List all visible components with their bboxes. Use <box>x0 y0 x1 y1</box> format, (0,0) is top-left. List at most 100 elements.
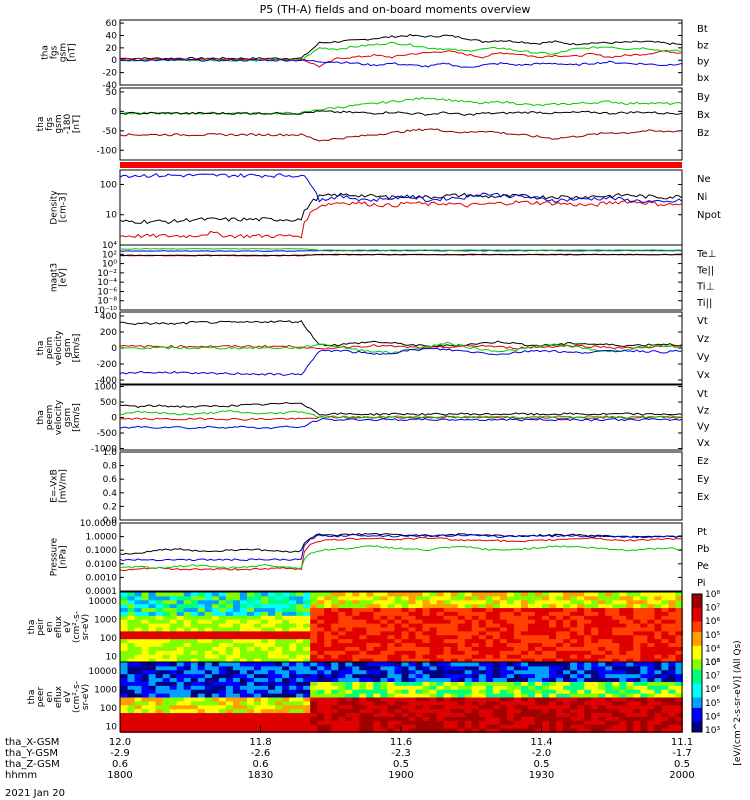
spectrogram-cell <box>282 596 290 601</box>
spectrogram-cell <box>303 635 311 640</box>
spectrogram-cell <box>675 654 683 660</box>
spectrogram-cell <box>661 674 669 679</box>
spectrogram-cell <box>408 604 416 609</box>
spectrogram-cell <box>436 658 445 663</box>
spectrogram-cell <box>120 643 128 648</box>
spectrogram-cell <box>408 635 416 640</box>
spectrogram-cell <box>218 592 227 597</box>
spectrogram-cell <box>380 627 388 632</box>
spectrogram-cell <box>471 611 480 617</box>
spectrogram-cell <box>239 689 248 695</box>
spectrogram-cell <box>422 646 430 652</box>
spectrogram-cell <box>289 670 297 675</box>
spectrogram-cell <box>556 608 564 613</box>
spectrogram-cell <box>415 689 423 695</box>
spectrogram-cell <box>584 643 592 648</box>
spectrogram-cell <box>246 685 255 691</box>
spectrogram-cell <box>450 596 459 601</box>
spectrogram-cell <box>120 681 128 687</box>
spectrogram-cell <box>492 674 501 679</box>
spectrogram-cell <box>520 685 529 691</box>
y-tick-label: 400 <box>100 312 117 322</box>
spectrogram-cell <box>661 639 669 644</box>
spectrogram-cell <box>338 635 346 640</box>
spectrogram-cell <box>492 709 501 714</box>
y-tick-label: 0.1000 <box>86 546 118 556</box>
spectrogram-cell <box>626 681 634 687</box>
spectrogram-cell <box>506 709 515 714</box>
spectrogram-cell <box>218 728 227 733</box>
spectrogram-cell <box>408 705 416 710</box>
spectrogram-cell <box>324 670 332 675</box>
spectrogram-cell <box>584 600 592 605</box>
spectrogram-cell <box>331 646 339 652</box>
spectrogram-cell <box>282 604 290 609</box>
spectrogram-cell <box>499 701 508 706</box>
spectrogram-cell <box>605 658 613 663</box>
spectrogram-cell <box>366 658 374 663</box>
spectrogram-cell <box>422 685 430 691</box>
ylabel-line: Pressure <box>50 537 60 576</box>
spectrogram-cell <box>211 654 220 660</box>
spectrogram-cell <box>338 689 346 695</box>
spectrogram-cell <box>401 596 409 601</box>
spectrogram-cell <box>197 646 206 652</box>
spectrogram-cell <box>668 713 676 718</box>
spectrogram-cell <box>183 608 192 613</box>
spectrogram-cell <box>605 728 613 733</box>
spectrogram-cell <box>289 662 297 667</box>
spectrogram-cell <box>675 674 683 679</box>
spectrogram-cell <box>331 701 339 706</box>
spectrogram-cell <box>345 666 353 671</box>
spectrogram-cell <box>401 604 409 609</box>
spectrogram-cell <box>534 654 543 660</box>
spectrogram-cell <box>654 705 662 710</box>
spectrogram-cell <box>162 666 171 671</box>
spectrogram-cell <box>534 615 543 621</box>
spectrogram-cell <box>148 654 157 660</box>
spectrogram-cell <box>176 693 185 698</box>
spectrogram-cell <box>443 713 452 718</box>
spectrogram-cell <box>513 635 522 640</box>
spectrogram-cell <box>675 709 683 714</box>
spectrogram-cell <box>464 646 473 652</box>
spectrogram-cell <box>457 674 466 679</box>
spectrogram-cell <box>345 685 353 691</box>
spectrogram-cell <box>619 709 627 714</box>
spectrogram-cell <box>563 627 571 632</box>
spectrogram-cell <box>197 662 206 667</box>
spectrogram-cell <box>492 596 501 601</box>
spectrogram-cell <box>282 623 290 628</box>
spectrogram-cell <box>549 627 557 632</box>
spectrogram-cell <box>169 662 178 667</box>
spectrogram-cell <box>471 701 480 706</box>
spectrogram-cell <box>155 627 164 632</box>
spectrogram-cell <box>422 697 430 702</box>
colorbar-cell <box>692 659 702 664</box>
spectrogram-cell <box>218 646 227 652</box>
y-tick-label: 0.0 <box>103 516 118 526</box>
spectrogram-cell <box>668 611 676 617</box>
spectrogram-cell <box>647 631 655 636</box>
spectrogram-cell <box>626 631 634 636</box>
spectrogram-cell <box>268 666 276 671</box>
spectrogram-cell <box>155 611 164 617</box>
spectrogram-cell <box>633 650 641 656</box>
spectrogram-cell <box>506 693 515 698</box>
spectrogram-cell <box>520 658 529 663</box>
series-line-Vz <box>119 344 683 350</box>
spectrogram-cell <box>563 658 571 663</box>
spectrogram-cell <box>261 674 269 679</box>
spectrogram-cell <box>654 662 662 667</box>
spectrogram-cell <box>542 662 550 667</box>
spectrogram-cell <box>591 650 599 656</box>
spectrogram-cell <box>345 670 353 675</box>
spectrogram-cell <box>633 608 641 613</box>
spectrogram-cell <box>647 705 655 710</box>
spectrogram-cell <box>324 728 332 733</box>
spectrogram-cell <box>520 615 529 621</box>
colorbar-cell <box>692 728 702 733</box>
spectrogram-cell <box>619 689 627 695</box>
spectrogram-cell <box>317 643 325 648</box>
spectrogram-cell <box>640 716 648 722</box>
